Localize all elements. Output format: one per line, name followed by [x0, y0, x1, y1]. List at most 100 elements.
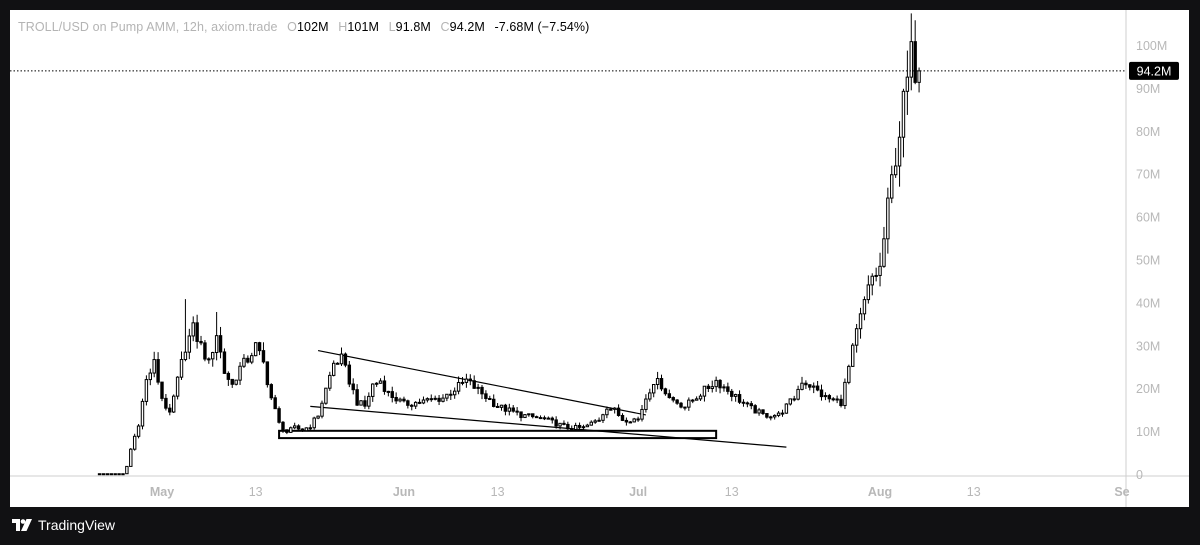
candle	[355, 384, 359, 406]
candle	[745, 401, 750, 408]
candle	[566, 421, 570, 431]
candle	[538, 415, 543, 420]
candle	[589, 420, 593, 426]
candle	[132, 433, 137, 451]
candle-body-up	[597, 419, 601, 422]
candle-body-up	[862, 299, 867, 315]
candle	[472, 375, 476, 389]
candle	[901, 88, 906, 158]
candle	[601, 413, 605, 424]
candle-body-up	[573, 424, 578, 430]
candle	[289, 426, 293, 433]
candle-body-down	[168, 407, 172, 413]
candle-body-up	[324, 387, 328, 404]
price-tag-background	[1129, 61, 1179, 80]
candle-body-down	[495, 405, 500, 408]
x-tick-label: Se	[1114, 485, 1129, 499]
x-tick-label: 13	[725, 485, 739, 499]
close-label: C	[440, 20, 450, 34]
candle	[121, 473, 125, 476]
candle	[164, 393, 168, 411]
candle	[484, 390, 488, 402]
candle-body-up	[129, 448, 133, 467]
candle	[265, 361, 270, 388]
candle	[363, 395, 367, 409]
candle-body-up	[421, 399, 426, 404]
candle-body-up	[214, 335, 219, 354]
candle-body-down	[531, 413, 535, 418]
candle	[269, 383, 273, 401]
candle	[495, 403, 500, 408]
candle-body-up	[644, 398, 648, 410]
candle-body-up	[585, 424, 590, 428]
candle	[480, 384, 484, 400]
high-label: H	[338, 20, 348, 34]
candle-body-down	[296, 425, 301, 430]
candle-body-up	[581, 426, 586, 429]
candle-body-down	[737, 394, 742, 403]
candle-body-up	[152, 359, 156, 374]
candle	[718, 379, 722, 394]
candle-body-down	[663, 388, 668, 395]
candle	[893, 147, 898, 178]
symbol-title: TROLL/USD on Pump AMM, 12h, axiom.trade	[18, 20, 278, 34]
candle	[761, 409, 765, 416]
trendline-drawings[interactable]	[278, 350, 787, 448]
change-value: -7.68M (−7.54%)	[494, 20, 590, 34]
candle	[585, 423, 590, 428]
candle	[655, 371, 660, 390]
candle	[207, 357, 211, 364]
candle	[246, 355, 250, 364]
candle	[171, 394, 176, 414]
candle-body-up	[698, 395, 703, 400]
candle	[808, 384, 812, 391]
candle-body-up	[784, 403, 789, 414]
candle	[694, 396, 699, 401]
candle-body-down	[363, 400, 367, 407]
candle-body-up	[772, 414, 777, 418]
candle	[324, 387, 328, 405]
candle-body-down	[429, 398, 433, 401]
candle-body-down	[410, 404, 414, 407]
chart-canvas[interactable]: 0 10M 20M 30M 40M 50M 60M 70M 80M 90M 100M May 13 Jun…	[10, 10, 1189, 507]
candle	[554, 416, 558, 429]
trendline[interactable]	[310, 405, 787, 448]
candle-body-down	[780, 412, 785, 415]
x-tick-label: Jun	[393, 485, 415, 499]
y-tick-label: 90M	[1136, 82, 1160, 96]
candle	[195, 314, 199, 349]
candle-body-up	[882, 238, 886, 267]
candle	[144, 375, 149, 406]
candle-body-up	[183, 351, 188, 361]
candle-body-up	[179, 359, 184, 378]
candle	[542, 415, 547, 421]
y-tick-label: 0	[1136, 468, 1143, 482]
candle	[897, 121, 902, 187]
candle	[261, 342, 266, 364]
candle	[515, 407, 519, 416]
candle-body-up	[242, 357, 246, 367]
trendline[interactable]	[317, 350, 647, 416]
candle-body-up	[433, 397, 437, 400]
range-rectangle[interactable]	[278, 429, 718, 440]
candle	[523, 414, 527, 419]
candle	[199, 335, 203, 346]
candle-body-up	[897, 136, 902, 167]
candle	[823, 392, 828, 401]
candle-body-down	[484, 393, 488, 400]
candle	[296, 424, 301, 432]
candle	[281, 421, 285, 433]
candle	[839, 394, 843, 408]
candle-body-down	[222, 351, 227, 374]
candle-body-up	[250, 355, 254, 363]
candle-body-up	[171, 395, 176, 413]
candle-body-down	[550, 417, 554, 421]
candle-body-down	[156, 359, 160, 383]
candle-body-down	[281, 421, 285, 431]
candle	[597, 417, 601, 422]
axes: 0 10M 20M 30M 40M 50M 60M 70M 80M 90M 100M May 13 Jun…	[10, 10, 1189, 507]
candle-body-down	[675, 399, 679, 404]
candle	[749, 401, 753, 410]
candle	[148, 368, 153, 386]
x-tick-label: Jul	[629, 485, 647, 499]
